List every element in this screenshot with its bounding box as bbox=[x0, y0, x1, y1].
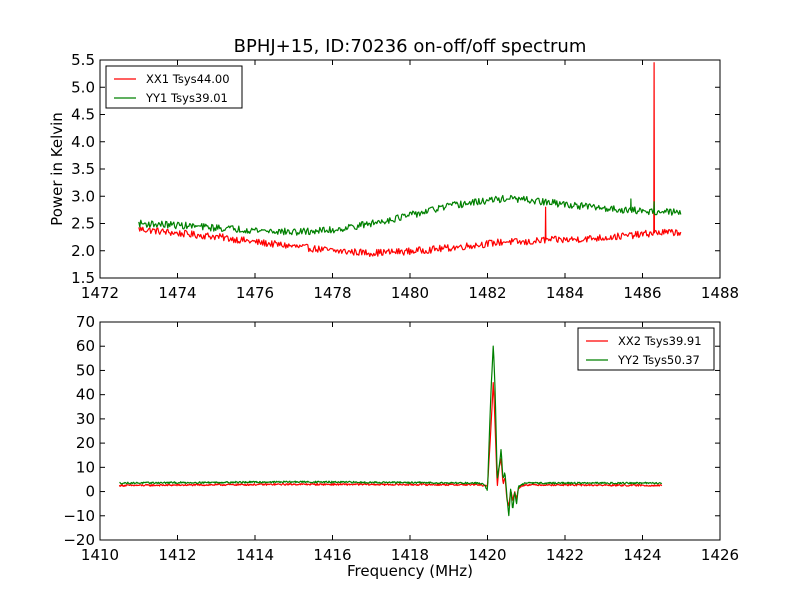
y-tick-label: 70 bbox=[76, 313, 95, 331]
x-tick-label: 1478 bbox=[313, 284, 351, 302]
x-tick-label: 1414 bbox=[236, 546, 274, 564]
x-tick-label: 1474 bbox=[158, 284, 196, 302]
top-spectrum-plot: BPHJ+15, ID:70236 on-off/off spectrum 14… bbox=[48, 36, 739, 302]
y-tick-label: 2.5 bbox=[71, 215, 95, 233]
x-tick-label: 1486 bbox=[623, 284, 661, 302]
bottom-axis-ticks: 1410 1412 1414 1416 1418 1420 1422 1424 1426 −20 −… bbox=[63, 313, 739, 564]
y-tick-label: 20 bbox=[76, 434, 95, 452]
y-tick-label: 30 bbox=[76, 410, 95, 428]
legend-label: YY2 Tsys50.37 bbox=[617, 353, 700, 367]
y-tick-label: 1.5 bbox=[71, 269, 95, 287]
x-tick-label: 1420 bbox=[468, 546, 506, 564]
y-tick-label: −10 bbox=[63, 507, 95, 525]
bottom-series-group bbox=[118, 345, 663, 517]
legend-label: XX2 Tsys39.91 bbox=[618, 334, 702, 348]
y-tick-label: −20 bbox=[63, 531, 95, 549]
top-series-group bbox=[138, 62, 682, 257]
legend-box bbox=[105, 65, 243, 109]
x-axis-label: Frequency (MHz) bbox=[347, 562, 473, 580]
series-line-xx1 bbox=[138, 62, 682, 257]
legend-box bbox=[577, 327, 715, 371]
bottom-spectrum-plot: 1410 1412 1414 1416 1418 1420 1422 1424 1426 −20 −… bbox=[63, 313, 739, 580]
legend-label: YY1 Tsys39.01 bbox=[145, 91, 228, 105]
chart-title: BPHJ+15, ID:70236 on-off/off spectrum bbox=[234, 36, 587, 57]
y-tick-label: 3.0 bbox=[71, 187, 95, 205]
legend-label: XX1 Tsys44.00 bbox=[146, 72, 230, 86]
x-tick-label: 1476 bbox=[236, 284, 274, 302]
y-tick-label: 60 bbox=[76, 337, 95, 355]
x-tick-label: 1416 bbox=[313, 546, 351, 564]
x-tick-label: 1412 bbox=[158, 546, 196, 564]
x-tick-label: 1418 bbox=[391, 546, 429, 564]
x-tick-label: 1426 bbox=[701, 546, 739, 564]
y-tick-label: 5.5 bbox=[71, 51, 95, 69]
x-tick-label: 1488 bbox=[701, 284, 739, 302]
series-line-xx2 bbox=[118, 382, 663, 507]
y-tick-label: 4.5 bbox=[71, 106, 95, 124]
y-axis-label: Power in Kelvin bbox=[48, 112, 66, 226]
y-tick-label: 5.0 bbox=[71, 78, 95, 96]
y-tick-label: 4.0 bbox=[71, 133, 95, 151]
series-line-yy1 bbox=[138, 194, 682, 236]
top-axis-ticks: 1472 1474 1476 1478 1480 1482 1484 1486 1488 1.5 2… bbox=[71, 51, 739, 302]
x-tick-label: 1472 bbox=[81, 284, 119, 302]
x-tick-label: 1480 bbox=[391, 284, 429, 302]
x-tick-label: 1410 bbox=[81, 546, 119, 564]
x-tick-label: 1424 bbox=[623, 546, 661, 564]
top-legend: XX1 Tsys44.00 YY1 Tsys39.01 bbox=[105, 65, 243, 109]
x-tick-label: 1484 bbox=[546, 284, 584, 302]
x-tick-label: 1482 bbox=[468, 284, 506, 302]
x-tick-label: 1422 bbox=[546, 546, 584, 564]
y-tick-label: 10 bbox=[76, 458, 95, 476]
y-tick-label: 50 bbox=[76, 361, 95, 379]
y-tick-label: 40 bbox=[76, 386, 95, 404]
series-line-yy2 bbox=[119, 345, 663, 517]
y-tick-label: 0 bbox=[85, 483, 95, 501]
y-tick-label: 2.0 bbox=[71, 242, 95, 260]
bottom-legend: XX2 Tsys39.91 YY2 Tsys50.37 bbox=[577, 327, 715, 371]
y-tick-label: 3.5 bbox=[71, 160, 95, 178]
